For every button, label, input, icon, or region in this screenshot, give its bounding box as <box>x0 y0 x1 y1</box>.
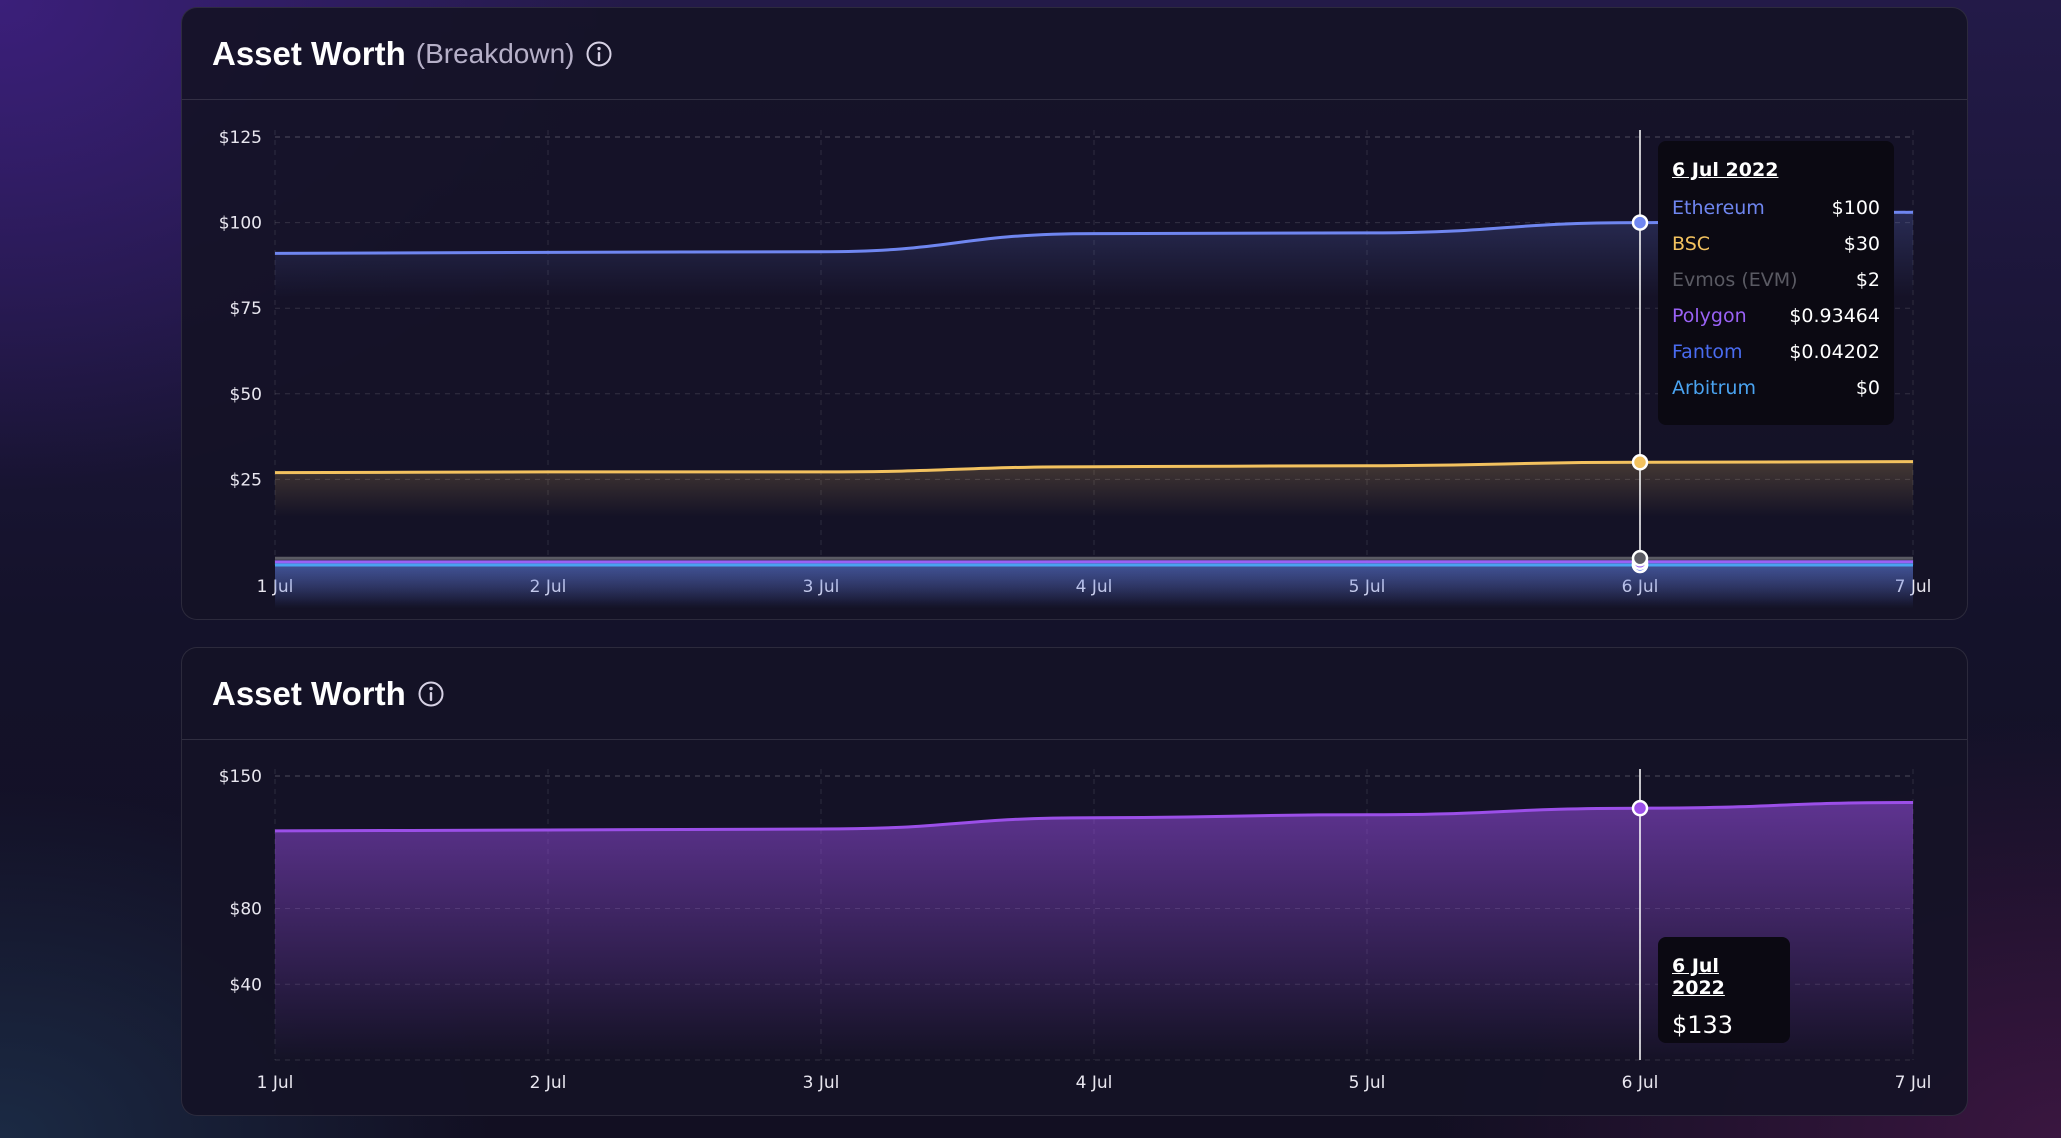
breakdown-tooltip: 6 Jul 2022 Ethereum $100 BSC $30 Evmos (EVM)… <box>1658 141 1894 425</box>
tooltip-series-name: Fantom <box>1672 341 1743 363</box>
y-tick-label: $40 <box>230 975 262 995</box>
y-tick-label: $80 <box>230 900 262 920</box>
data-point-marker <box>1631 799 1649 817</box>
info-circle-icon[interactable] <box>585 40 613 68</box>
card-subtitle: (Breakdown) <box>415 37 575 69</box>
data-point-marker <box>1631 454 1649 471</box>
x-tick-label: 6 Jul <box>1622 1073 1659 1093</box>
data-point-marker <box>1631 214 1649 231</box>
series-glow <box>275 565 1913 609</box>
tooltip-row: Arbitrum $0 <box>1672 370 1880 406</box>
tooltip-row: Polygon $0.93464 <box>1672 298 1880 334</box>
tooltip-series-name: Evmos (EVM) <box>1672 269 1798 291</box>
card-title: Asset Worth <box>212 34 406 72</box>
tooltip-row: Evmos (EVM) $2 <box>1672 262 1880 298</box>
y-tick-label: $150 <box>219 767 262 787</box>
tooltip-row: Fantom $0.04202 <box>1672 334 1880 370</box>
tooltip-value: $133 <box>1672 1011 1734 1039</box>
tooltip-series-value: $0.04202 <box>1789 341 1880 363</box>
x-tick-label: 2 Jul <box>530 1073 567 1093</box>
tooltip-series-value: $100 <box>1831 197 1880 219</box>
card-header: Asset Worth <box>182 648 1967 740</box>
y-tick-label: $125 <box>219 128 262 148</box>
tooltip-row: BSC $30 <box>1672 226 1880 262</box>
x-tick-label: 1 Jul <box>257 1073 294 1093</box>
series-area <box>275 802 1913 1060</box>
tooltip-series-name: Polygon <box>1672 305 1747 327</box>
tooltip-row: Ethereum $100 <box>1672 190 1880 226</box>
tooltip-series-name: BSC <box>1672 233 1711 255</box>
tooltip-date: 6 Jul 2022 <box>1672 955 1725 999</box>
tooltip-series-value: $0 <box>1855 377 1880 399</box>
y-tick-label: $100 <box>219 214 262 234</box>
info-circle-icon[interactable] <box>417 680 445 708</box>
card-title: Asset Worth <box>212 674 406 712</box>
tooltip-series-name: Arbitrum <box>1672 377 1756 399</box>
y-tick-label: $75 <box>230 299 262 319</box>
x-tick-label: 7 Jul <box>1895 1073 1932 1093</box>
series-glow <box>275 212 1913 298</box>
tooltip-series-value: $2 <box>1855 269 1880 291</box>
total-tooltip: 6 Jul 2022 $133 <box>1658 937 1790 1043</box>
tooltip-series-name: Ethereum <box>1672 197 1765 219</box>
series-glow <box>275 461 1913 517</box>
data-point-marker <box>1631 549 1649 567</box>
x-tick-label: 4 Jul <box>1076 1073 1113 1093</box>
tooltip-date: 6 Jul 2022 <box>1672 159 1779 181</box>
x-tick-label: 5 Jul <box>1349 1073 1386 1093</box>
tooltip-series-value: $0.93464 <box>1789 305 1880 327</box>
tooltip-series-value: $30 <box>1843 233 1880 255</box>
card-header: Asset Worth (Breakdown) <box>182 8 1967 100</box>
y-tick-label: $50 <box>230 385 262 405</box>
y-tick-label: $25 <box>230 470 262 490</box>
x-tick-label: 3 Jul <box>803 1073 840 1093</box>
